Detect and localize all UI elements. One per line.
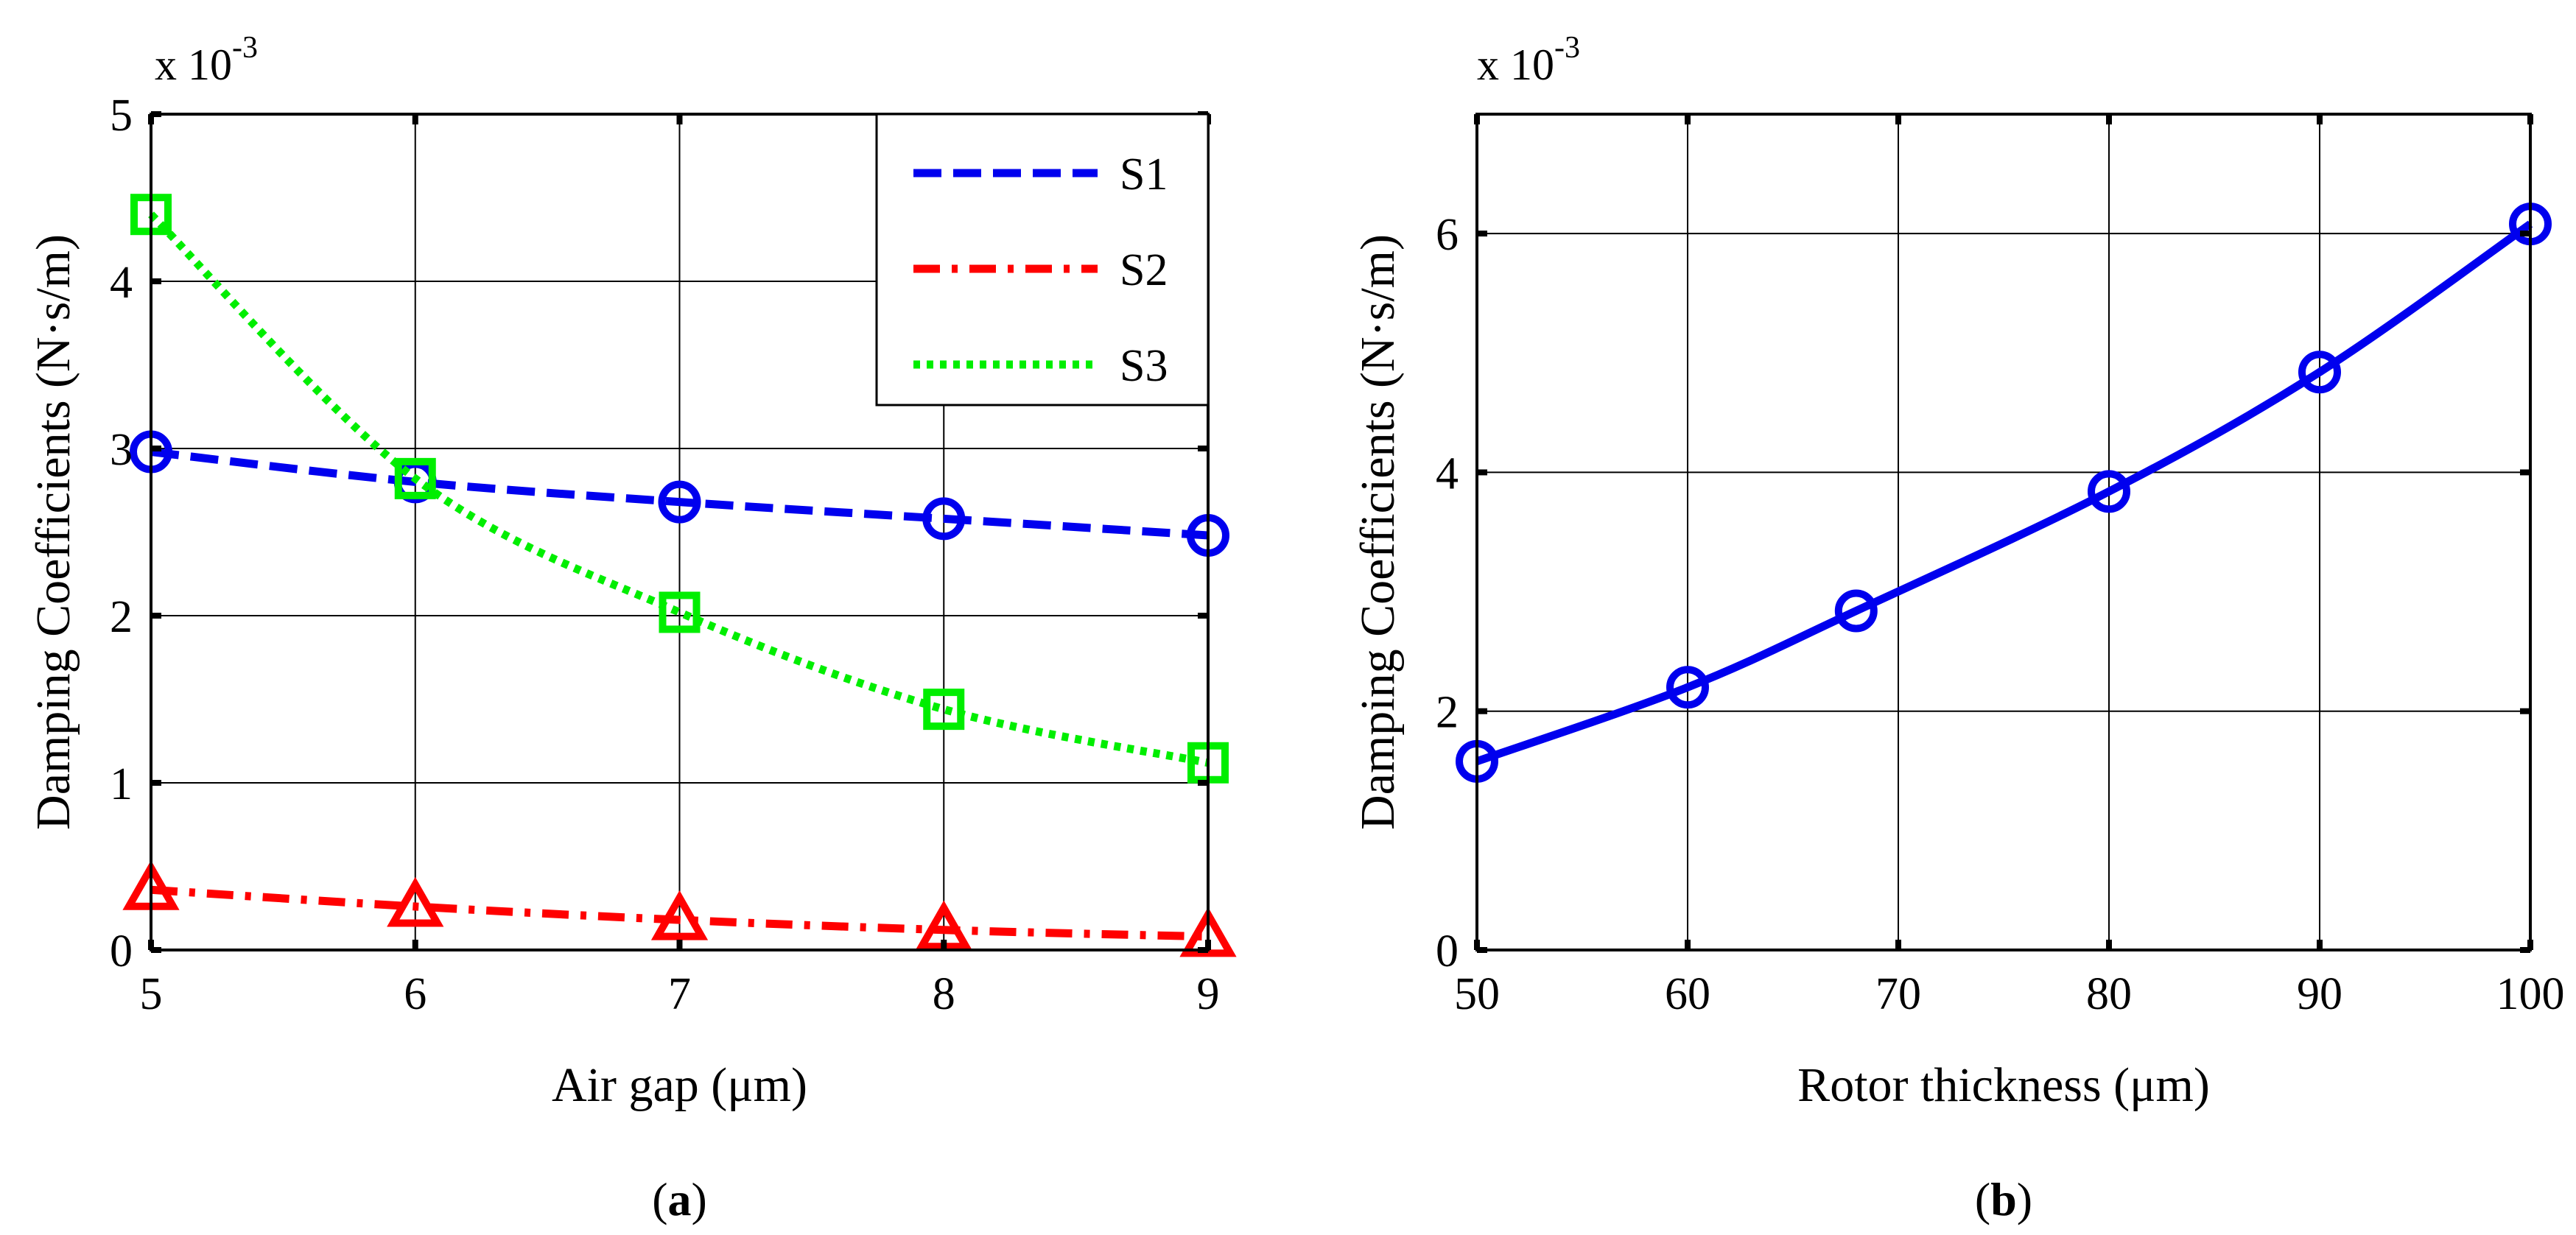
y-tick-label: 2 [110, 592, 133, 642]
panel-b-exponent-power: -3 [1554, 31, 1580, 65]
y-tick-label: 1 [110, 759, 133, 809]
x-tick-label: 7 [668, 969, 691, 1019]
panel-b-caption: (b) [1975, 1173, 2032, 1225]
x-tick-label: 8 [933, 969, 955, 1019]
panel-a-caption-letter: a [668, 1173, 692, 1225]
panel-b-grid [1476, 114, 2531, 951]
panel-a-ticks: 5 6 7 8 9 0 1 2 3 4 5 [110, 91, 1220, 1019]
panel-b-exponent-base: x 10 [1477, 41, 1554, 89]
x-tick-label: 6 [404, 969, 427, 1019]
y-tick-label: 6 [1436, 210, 1459, 260]
panel-b-caption-letter: b [1990, 1173, 2017, 1225]
x-tick-label: 50 [1454, 969, 1500, 1019]
panel-b: 50 60 70 80 90 100 0 2 4 6 x 10-3 Damping Coeffic… [1351, 31, 2565, 1225]
y-tick-label: 0 [1436, 926, 1459, 977]
point-marker-circle [658, 480, 701, 524]
panel-a-legend: S1 S2 S3 [875, 113, 1210, 407]
panel-a-exponent-base: x 10 [155, 41, 232, 89]
x-tick-label: 9 [1197, 969, 1220, 1019]
x-tick-label: 5 [140, 969, 163, 1019]
point-marker-circle [2088, 470, 2130, 513]
y-tick-label: 2 [1436, 688, 1459, 738]
panel-a-exponent: x 10-3 [155, 31, 258, 89]
series-line-s1 [150, 448, 1209, 540]
point-marker-circle [1834, 589, 1878, 633]
point-marker-triangle [650, 890, 709, 940]
panel-b-series [1456, 203, 2552, 783]
panel-b-ticks: 50 60 70 80 90 100 0 2 4 6 [1436, 114, 2565, 1019]
panel-b-frame [1475, 113, 2532, 951]
y-tick-label: 5 [110, 91, 133, 141]
y-tick-label: 4 [110, 258, 133, 308]
series-line-s2 [150, 885, 1209, 941]
panel-b-exponent: x 10-3 [1477, 31, 1580, 89]
panel-a-caption-open: ( [652, 1173, 667, 1225]
panel-a-caption-close: ) [692, 1173, 707, 1225]
panel-a-x-axis-label: Air gap (μm) [552, 1058, 807, 1112]
legend-label-s1: S1 [1120, 149, 1168, 200]
panel-a: 5 6 7 8 9 0 1 2 3 4 5 S1 S2 S3 x 10-3 Damping Coeffi… [27, 31, 1237, 1225]
point-marker-triangle [387, 876, 444, 927]
series-line-s3 [148, 211, 1210, 767]
y-tick-label: 0 [110, 926, 133, 977]
panel-b-caption-close: ) [2017, 1173, 2032, 1225]
point-marker-square [923, 689, 965, 731]
panel-a-y-axis-label: Damping Coefficients (N·s/m) [27, 234, 80, 830]
x-tick-label: 60 [1665, 969, 1710, 1019]
panel-a-caption: (a) [652, 1173, 707, 1225]
x-tick-label: 80 [2086, 969, 2132, 1019]
point-marker-square [659, 591, 701, 633]
series-line-damping [1475, 220, 2533, 765]
x-tick-label: 100 [2496, 969, 2565, 1019]
point-marker-circle [922, 497, 966, 541]
x-tick-label: 90 [2297, 969, 2342, 1019]
point-marker-circle [2298, 351, 2341, 394]
panel-b-caption-open: ( [1975, 1173, 1990, 1225]
panel-b-y-axis-label: Damping Coefficients (N·s/m) [1351, 234, 1405, 830]
point-marker-triangle [1179, 907, 1237, 957]
panel-b-x-axis-label: Rotor thickness (μm) [1797, 1058, 2210, 1112]
point-marker-circle [1666, 666, 1709, 709]
x-tick-label: 70 [1875, 969, 1921, 1019]
y-tick-label: 4 [1436, 448, 1459, 499]
legend-label-s3: S3 [1120, 341, 1168, 391]
y-tick-label: 3 [110, 425, 133, 475]
panel-a-exponent-power: -3 [232, 31, 258, 65]
point-marker-square [394, 457, 436, 499]
legend-box [875, 113, 1210, 407]
legend-label-s2: S2 [1120, 245, 1168, 295]
